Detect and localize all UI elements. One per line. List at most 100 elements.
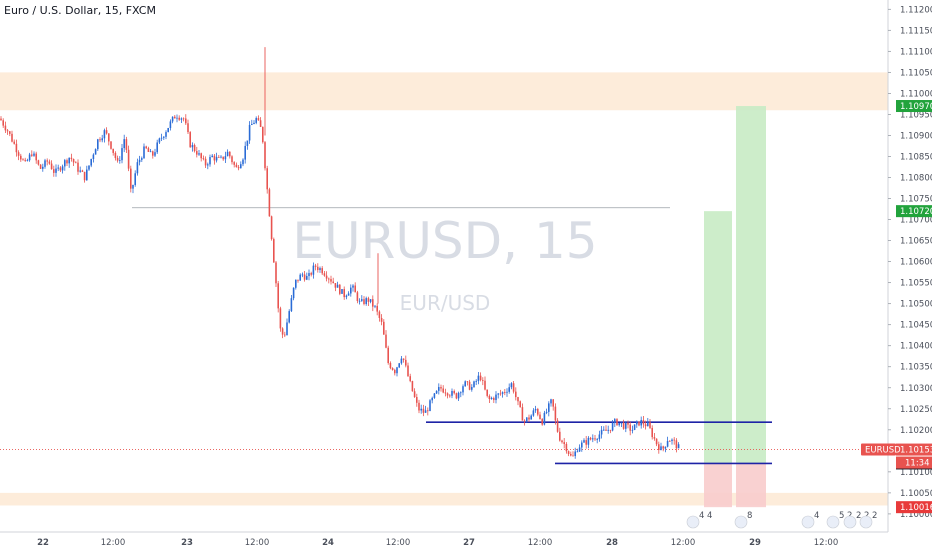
candle-body <box>270 216 273 240</box>
candle-body <box>620 422 623 424</box>
candle-body <box>372 299 374 307</box>
candle-body <box>323 273 326 276</box>
long-position-1-stop-zone <box>704 463 732 508</box>
flag-icon <box>843 515 857 529</box>
candle-body <box>55 168 57 173</box>
event-count: 4 <box>814 511 819 521</box>
candle-body <box>134 173 136 185</box>
candle-body <box>482 380 484 381</box>
price-label-target <box>896 205 932 218</box>
candle-body <box>398 363 400 368</box>
candle-body <box>202 158 205 160</box>
candle-body <box>9 131 11 134</box>
candle-body <box>171 116 174 122</box>
candle-body <box>660 446 662 451</box>
candle-body <box>440 387 442 389</box>
candle-body <box>427 410 429 412</box>
candle-body <box>299 274 301 281</box>
candle-body <box>627 422 629 425</box>
candle-body <box>361 299 363 301</box>
candle-body <box>572 455 574 457</box>
candle-body <box>61 166 64 171</box>
candle-body <box>647 422 649 427</box>
candle-body <box>48 161 51 164</box>
candle-body <box>288 311 290 323</box>
candle-body <box>616 419 618 426</box>
candle-body <box>178 117 180 120</box>
candle-body <box>196 151 198 155</box>
candle-body <box>523 420 526 422</box>
candle-body <box>592 438 594 440</box>
time-axis-label: 12:00 <box>101 538 126 548</box>
candle-body <box>517 397 519 402</box>
candle-body <box>77 162 79 172</box>
candle-body <box>240 164 242 169</box>
candle-body <box>658 444 660 451</box>
candle-body <box>367 298 370 302</box>
candle-body <box>262 126 264 143</box>
candle-body <box>231 156 233 163</box>
candle-body <box>622 422 625 429</box>
price-axis-label: 1.10500 <box>900 300 932 310</box>
candle-body <box>301 274 304 276</box>
candle-body <box>600 429 603 435</box>
candle-body <box>330 279 332 282</box>
countdown-badge <box>896 456 932 469</box>
candle-body <box>354 285 356 293</box>
economic-event-marker: 8 <box>734 511 752 529</box>
candle-body <box>446 393 449 396</box>
candle-body <box>409 376 411 382</box>
candle-body <box>675 440 678 449</box>
candle-body <box>636 421 638 425</box>
candle-body <box>539 414 541 420</box>
candle-body <box>2 120 4 126</box>
candle-body <box>92 154 95 159</box>
candle-body <box>83 171 86 181</box>
candle-body <box>581 442 583 448</box>
price-axis-label: 1.10700 <box>900 216 932 226</box>
candle-body <box>136 162 139 174</box>
candle-body <box>160 137 163 139</box>
candle-body <box>121 148 123 161</box>
candle-body <box>528 417 530 420</box>
candle-body <box>222 156 224 160</box>
candle-body <box>497 393 499 395</box>
candle-body <box>149 151 152 153</box>
candle-body <box>218 156 220 158</box>
long-position-2-target-zone <box>736 106 766 464</box>
candle-body <box>229 151 231 157</box>
candle-body <box>130 168 132 189</box>
candle-body <box>396 367 398 374</box>
candle-body <box>75 162 77 164</box>
event-count: 8 <box>747 511 752 521</box>
candle-body <box>59 167 62 171</box>
candle-body <box>455 393 458 399</box>
candle-body <box>343 289 345 298</box>
candle-body <box>442 388 444 393</box>
candle-body <box>574 451 576 457</box>
candle-body <box>596 439 598 440</box>
price-axis-label: 1.10800 <box>900 174 932 184</box>
candle-body <box>295 279 297 288</box>
candle-body <box>237 167 240 169</box>
candle-body <box>424 410 427 413</box>
candle-body <box>530 415 532 420</box>
candle-body <box>519 401 521 408</box>
price-label-text: 1.10720 <box>900 207 932 217</box>
candle-body <box>141 158 143 160</box>
price-axis-label: 1.11050 <box>900 68 932 78</box>
price-axis-label: 1.11150 <box>900 26 932 36</box>
candle-body <box>486 389 488 396</box>
chart-title: Euro / U.S. Dollar, 15, FXCM <box>4 4 156 17</box>
candle-body <box>614 419 616 423</box>
candle-body <box>550 399 552 404</box>
price-axis-label: 1.11100 <box>900 47 932 57</box>
time-axis-label: 27 <box>463 538 475 548</box>
candle-body <box>204 158 207 166</box>
candle-body <box>664 446 667 449</box>
price-axis-label: 1.10050 <box>900 489 932 499</box>
candle-body <box>644 424 647 427</box>
candle-body <box>193 145 196 152</box>
